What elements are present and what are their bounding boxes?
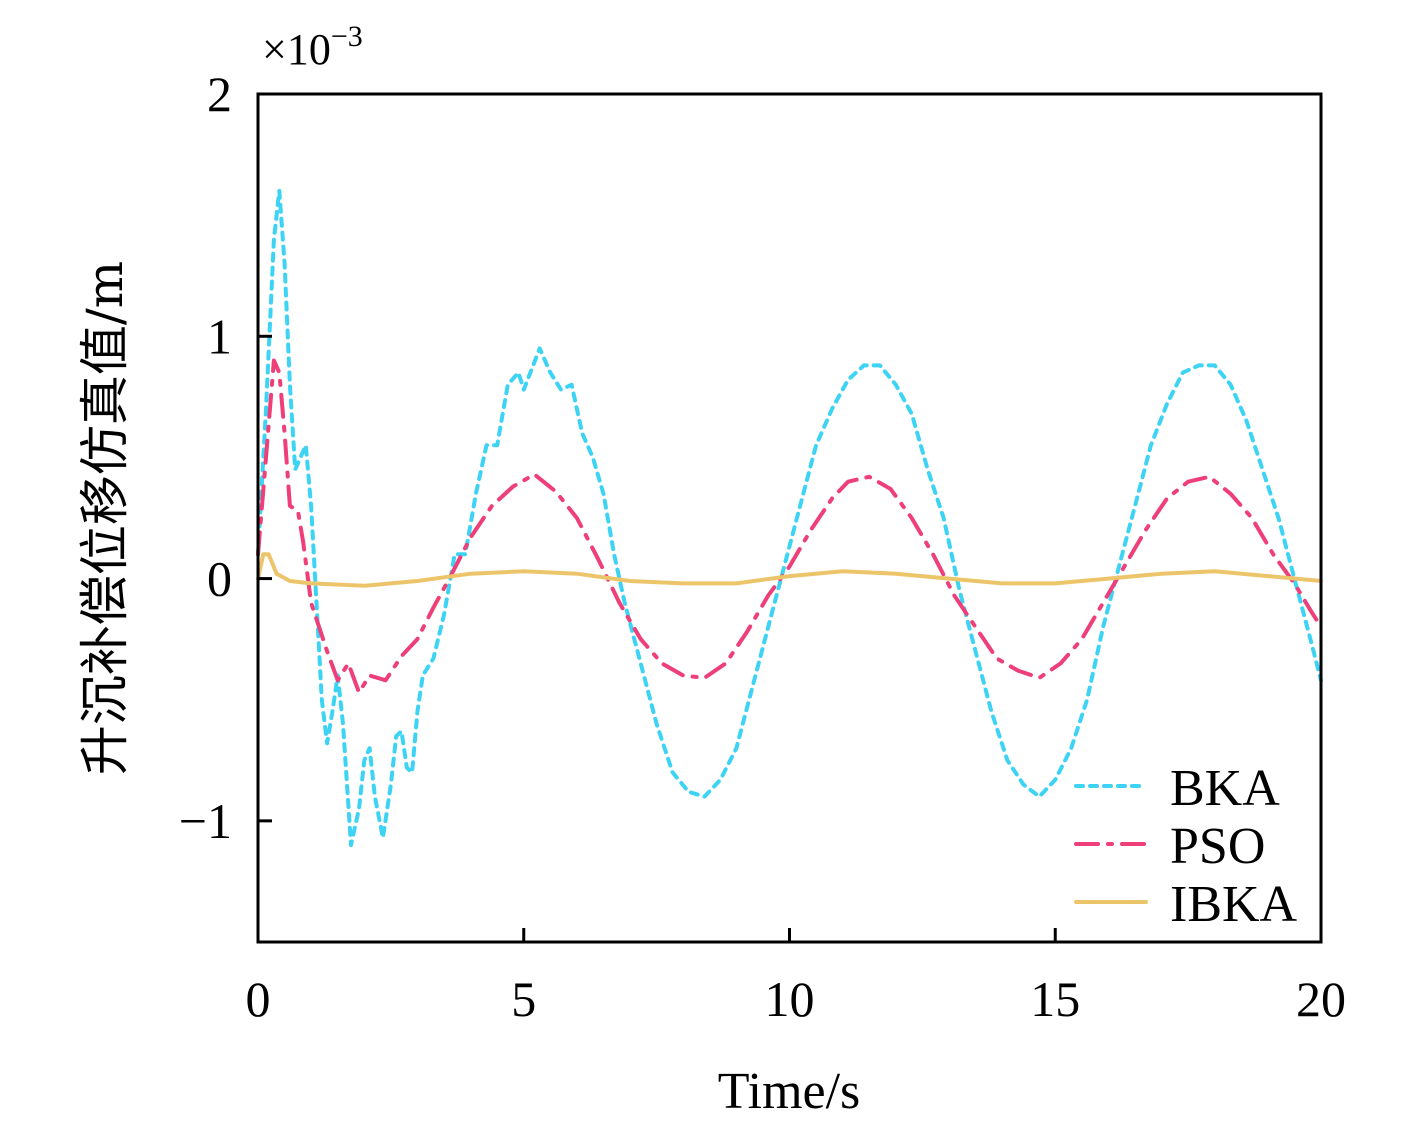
legend-item-ibka: IBKA [1074,876,1298,933]
legend-item-pso: PSO [1074,818,1265,875]
y-tick-label: 2 [207,66,232,122]
series-layer [256,188,1323,848]
y-tick-label: −1 [179,793,232,849]
x-tick-label: 5 [511,971,536,1027]
y-tick-label: 0 [207,551,232,607]
x-tick-label: 10 [765,971,815,1027]
legend-item-bka: BKA [1074,760,1280,817]
legend-label: PSO [1170,818,1265,875]
x-tick-label: 15 [1030,971,1080,1027]
y-tick-label: 1 [207,308,232,364]
legend-label: IBKA [1170,876,1298,933]
x-axis-label: Time/s [718,1063,861,1120]
series-line-ibka [256,552,1323,588]
y-axis-label: 升沉补偿位移仿真值/m [76,261,134,775]
series-line-bka [256,188,1323,848]
x-tick-label: 0 [246,971,271,1027]
plot-frame [256,92,1323,944]
legend-label: BKA [1170,760,1280,817]
series-line-pso [256,358,1323,695]
x-tick-label: 20 [1296,971,1346,1027]
y-multiplier-label: ×10−3 [262,20,363,74]
